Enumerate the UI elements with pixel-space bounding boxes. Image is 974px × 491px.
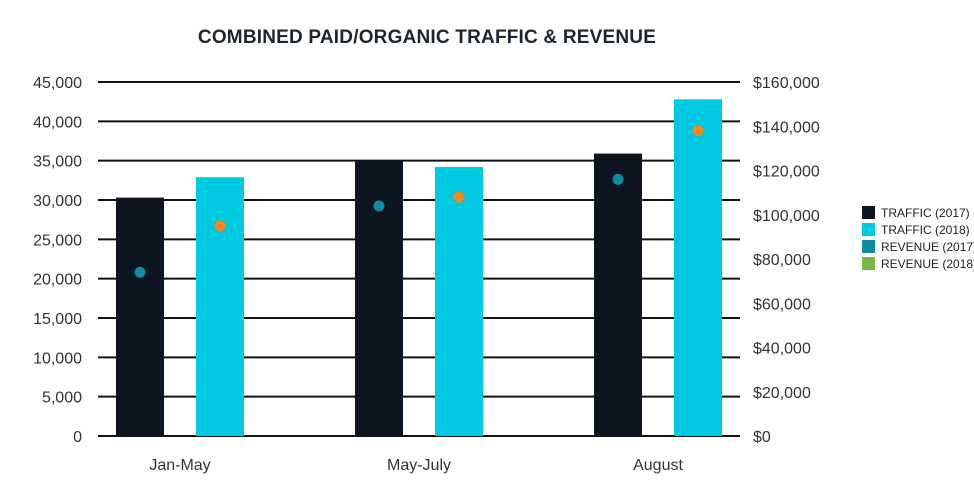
bars [116,99,722,437]
legend-swatch [862,240,875,253]
bar-traffic-2017 [594,153,642,436]
left-tick-label: 5,000 [42,390,82,407]
legend-swatch [862,223,875,236]
point-revenue-2017 [373,200,385,212]
right-axis: $0 $20,000 $40,000 $60,000 $80,000 $100,000 $1… [753,75,820,446]
legend-swatch [862,257,875,270]
left-tick-label: 35,000 [33,154,82,171]
point-revenue-2018 [453,191,465,203]
point-revenue-2017 [134,266,146,278]
left-tick-label: 10,000 [33,350,82,367]
bar-traffic-2017 [116,197,164,436]
left-axis: 0 5,000 10,000 15,000 20,000 25,000 30,000 35,0… [33,75,82,446]
left-tick-label: 15,000 [33,311,82,328]
legend: TRAFFIC (2017) TRAFFIC (2018) REVENUE (201… [862,206,974,271]
right-tick-label: $100,000 [753,208,820,225]
legend-label: TRAFFIC (2017) [881,206,970,220]
left-tick-label: 30,000 [33,193,82,210]
category-label: August [633,457,683,474]
point-revenue-2017 [612,173,624,185]
bar-traffic-2018 [674,99,722,436]
left-tick-label: 45,000 [33,75,82,92]
legend-label: REVENUE (2017) [881,240,974,254]
right-tick-label: $120,000 [753,164,820,181]
left-tick-label: 0 [73,429,82,446]
chart-title: COMBINED PAID/ORGANIC TRAFFIC & REVENUE [198,27,656,48]
revenue-points [134,125,704,278]
right-tick-label: $0 [753,429,771,446]
gridlines [98,81,740,437]
point-revenue-2018 [692,125,704,137]
left-tick-label: 40,000 [33,114,82,131]
bar-traffic-2018 [196,177,244,437]
legend-label: REVENUE (2018) [881,257,974,271]
right-tick-label: $160,000 [753,75,820,92]
legend-label: TRAFFIC (2018) [881,223,970,237]
left-tick-label: 25,000 [33,232,82,249]
bar-traffic-2018 [435,166,483,436]
right-tick-label: $60,000 [753,296,811,313]
x-axis: Jan-May May-July August [149,457,683,474]
category-label: May-July [387,457,451,474]
point-revenue-2018 [214,220,226,232]
category-label: Jan-May [149,457,210,474]
right-tick-label: $140,000 [753,119,820,136]
left-tick-label: 20,000 [33,272,82,289]
right-tick-label: $80,000 [753,252,811,269]
right-tick-label: $40,000 [753,341,811,358]
legend-swatch [862,206,875,219]
right-tick-label: $20,000 [753,385,811,402]
